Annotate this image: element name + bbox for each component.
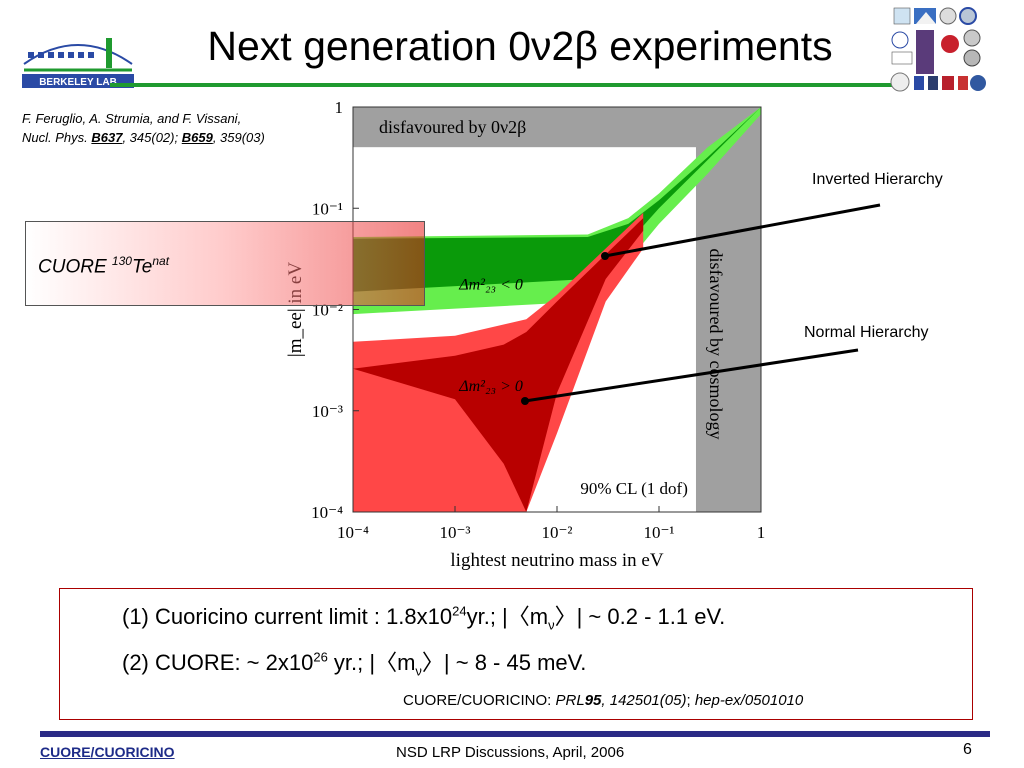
citation-journal: PRL: [555, 692, 585, 709]
cuore-sensitivity-band: [25, 221, 425, 306]
inverted-series-label: Δm²₂₃ < 0: [458, 277, 523, 294]
citation-volume: 95: [584, 692, 602, 709]
line2-unit: yr.; |〈m: [327, 650, 416, 675]
cuore-mass-number: 130: [111, 254, 132, 268]
reference-volume-1: B637: [91, 130, 123, 145]
line1-nu: ν: [548, 617, 555, 633]
reference-volume-2: B659: [181, 130, 213, 145]
reference-pages-2: , 359(03): [212, 130, 265, 145]
line2-exponent: 26: [313, 649, 328, 665]
reference-journal: Nucl. Phys.: [22, 130, 88, 145]
normal-series-label: Δm²₂₃ > 0: [458, 378, 523, 395]
normal-band-inner: [353, 218, 644, 512]
y-tick-label: 10⁻¹: [312, 199, 343, 218]
results-box: [59, 588, 973, 720]
page-number: 6: [963, 741, 972, 758]
paper-reference: F. Feruglio, A. Strumia, and F. Vissani,…: [22, 109, 265, 147]
annotation-disfavoured-cosmology: disfavoured by cosmology: [706, 249, 726, 440]
normal-hierarchy-label: Normal Hierarchy: [804, 324, 929, 341]
disfavoured-0v2b-region: [353, 107, 761, 148]
x-axis-label: lightest neutrino mass in eV: [450, 550, 663, 571]
inverted-hierarchy-label: Inverted Hierarchy: [812, 171, 943, 188]
line2-nu: ν: [415, 663, 422, 679]
citation-separator: ;: [686, 692, 695, 709]
reference-authors: F. Feruglio, A. Strumia, and F. Vissani,: [22, 111, 242, 126]
neutrino-mass-plot: 10⁻⁴ 10⁻³ 10⁻² 10⁻¹ 1110⁻¹10⁻²10⁻³10⁻⁴lighte…: [285, 98, 766, 571]
footer-rule: [40, 731, 990, 737]
x-tick-label: 10⁻²: [541, 523, 572, 542]
x-tick-label: 1: [757, 523, 766, 542]
y-tick-label: 10⁻³: [312, 402, 343, 421]
slide-title: Next generation 0ν2β experiments: [207, 23, 833, 69]
footer-project: CUORE/CUORICINO: [40, 744, 175, 760]
citation-arxiv: hep-ex/0501010: [694, 692, 804, 709]
y-tick-label: 1: [335, 98, 344, 117]
svg-text:BERKELEY LAB: BERKELEY LAB: [39, 77, 117, 88]
line1-exponent: 24: [452, 603, 467, 619]
title-underline: [110, 83, 895, 87]
cuoricino-limit-line: (1) Cuoricino current limit : 1.8x1024yr…: [122, 599, 726, 633]
x-tick-label: 10⁻⁴: [337, 523, 369, 542]
footer-event: NSD LRP Discussions, April, 2006: [396, 744, 625, 761]
cuore-citation: CUORE/CUORICINO: PRL95, 142501(05); hep-…: [403, 692, 803, 709]
line1-end: 〉| ~ 0.2 - 1.1 eV.: [554, 604, 726, 629]
citation-prefix: CUORE/CUORICINO:: [403, 692, 556, 709]
cuore-label: CUORE 130Tenat: [38, 254, 169, 278]
berkeley-lab-logo: BERKELEY LAB: [22, 38, 134, 88]
x-tick-label: 10⁻¹: [643, 523, 674, 542]
annotation-disfavoured-0v2b: disfavoured by 0ν2β: [379, 117, 526, 137]
line2-end: 〉| ~ 8 - 45 meV.: [421, 650, 587, 675]
cuore-element: Te: [131, 256, 153, 278]
cuore-suffix: nat: [152, 254, 170, 268]
x-tick-label: 10⁻³: [439, 523, 470, 542]
line1-prefix: (1) Cuoricino current limit : 1.8x10: [122, 604, 453, 629]
inverted-band-inner: [353, 107, 761, 292]
y-tick-label: 10⁻⁴: [311, 503, 343, 522]
collaboration-logos: [890, 7, 986, 92]
reference-pages-1: , 345(02);: [122, 130, 179, 145]
citation-pages: , 142501(05): [601, 692, 687, 709]
annotation-cl: 90% CL (1 dof): [580, 479, 688, 498]
line2-prefix: (2) CUORE: ~ 2x10: [122, 650, 314, 675]
cuore-name: CUORE: [38, 256, 107, 278]
cuore-sensitivity-line: (2) CUORE: ~ 2x1026 yr.; |〈mν〉| ~ 8 - 45…: [122, 645, 587, 679]
line1-unit: yr.; |〈m: [466, 604, 549, 629]
